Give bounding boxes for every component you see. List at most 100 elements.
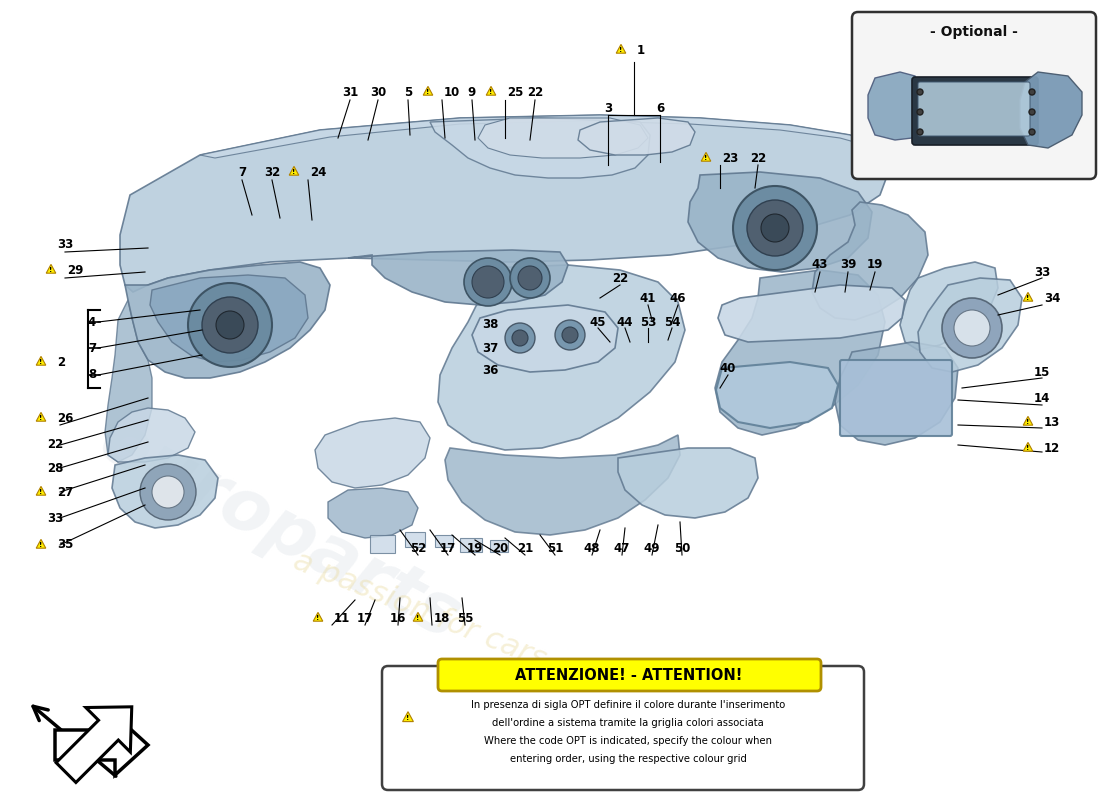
Text: !: ! (427, 90, 430, 95)
Text: 53: 53 (640, 315, 657, 329)
Text: 21: 21 (517, 542, 534, 554)
Polygon shape (835, 342, 958, 445)
Text: 26: 26 (57, 411, 74, 425)
Text: 51: 51 (547, 542, 563, 554)
Text: !: ! (50, 267, 53, 274)
Polygon shape (812, 202, 928, 320)
Text: 18: 18 (434, 611, 450, 625)
Text: !: ! (40, 359, 43, 366)
Polygon shape (1020, 72, 1082, 148)
FancyBboxPatch shape (852, 12, 1096, 179)
Circle shape (510, 258, 550, 298)
Text: 17: 17 (356, 611, 373, 625)
Polygon shape (715, 270, 886, 435)
Text: 24: 24 (310, 166, 327, 178)
Polygon shape (36, 539, 46, 548)
Polygon shape (460, 538, 482, 552)
Text: 6: 6 (656, 102, 664, 114)
Text: 39: 39 (839, 258, 856, 271)
Polygon shape (405, 532, 425, 547)
Text: 31: 31 (342, 86, 359, 98)
Text: 38: 38 (482, 318, 498, 331)
Polygon shape (56, 707, 132, 782)
Circle shape (202, 297, 258, 353)
Polygon shape (868, 72, 918, 140)
Polygon shape (108, 408, 195, 462)
Text: 8: 8 (88, 369, 96, 382)
Text: !: ! (317, 615, 320, 622)
Text: 36: 36 (482, 363, 498, 377)
Text: 47: 47 (614, 542, 630, 554)
Circle shape (942, 298, 1002, 358)
Text: 55: 55 (456, 611, 473, 625)
Text: !: ! (619, 47, 623, 54)
Text: 25: 25 (507, 86, 524, 98)
FancyBboxPatch shape (918, 82, 1030, 136)
Text: !: ! (40, 490, 43, 495)
Circle shape (512, 330, 528, 346)
Polygon shape (104, 300, 152, 462)
Polygon shape (120, 115, 890, 292)
Circle shape (1028, 129, 1035, 135)
FancyBboxPatch shape (438, 659, 821, 691)
Polygon shape (414, 613, 422, 622)
Text: 3: 3 (604, 102, 612, 114)
Polygon shape (328, 488, 418, 538)
Text: In presenza di sigla OPT definire il colore durante l'inserimento: In presenza di sigla OPT definire il col… (471, 700, 785, 710)
Text: 7: 7 (88, 342, 96, 354)
Polygon shape (289, 166, 299, 175)
Text: !: ! (406, 715, 409, 722)
FancyBboxPatch shape (840, 360, 952, 436)
Text: 34: 34 (1044, 291, 1060, 305)
Polygon shape (150, 275, 308, 362)
Circle shape (761, 214, 789, 242)
Text: !: ! (1026, 419, 1030, 426)
Polygon shape (1023, 292, 1033, 301)
Text: 44: 44 (902, 51, 918, 65)
Text: 28: 28 (47, 462, 63, 474)
Text: 22: 22 (750, 151, 766, 165)
Text: !: ! (40, 415, 43, 422)
Polygon shape (112, 455, 218, 528)
Circle shape (216, 311, 244, 339)
Text: 54: 54 (663, 315, 680, 329)
Text: !: ! (1026, 295, 1030, 302)
Text: 2: 2 (57, 355, 65, 369)
Circle shape (152, 476, 184, 508)
Text: 43: 43 (1040, 51, 1056, 65)
Circle shape (733, 186, 817, 270)
Text: 42: 42 (961, 51, 978, 65)
Polygon shape (438, 265, 685, 450)
Text: !: ! (293, 170, 296, 175)
Text: 52: 52 (410, 542, 426, 554)
Text: 33: 33 (1034, 266, 1050, 278)
Text: 22: 22 (47, 438, 63, 451)
Polygon shape (616, 44, 626, 53)
Text: 35: 35 (57, 538, 74, 551)
Polygon shape (486, 86, 496, 95)
Text: 45: 45 (590, 315, 606, 329)
Text: 19: 19 (867, 258, 883, 271)
Text: 37: 37 (482, 342, 498, 354)
Text: 22: 22 (527, 86, 543, 98)
Text: 48: 48 (584, 542, 601, 554)
Text: 20: 20 (492, 542, 508, 554)
Text: 46: 46 (670, 291, 686, 305)
Polygon shape (716, 362, 838, 428)
Text: 12: 12 (1044, 442, 1060, 454)
Polygon shape (430, 118, 650, 178)
Text: 15: 15 (1034, 366, 1050, 378)
Polygon shape (434, 535, 453, 547)
Polygon shape (36, 413, 46, 421)
Circle shape (1028, 109, 1035, 115)
Text: Where the code OPT is indicated, specify the colour when: Where the code OPT is indicated, specify… (484, 736, 772, 746)
Text: entering order, using the respective colour grid: entering order, using the respective col… (509, 754, 747, 764)
Circle shape (464, 258, 512, 306)
Text: !: ! (40, 542, 43, 549)
Polygon shape (472, 305, 618, 372)
Polygon shape (1023, 416, 1033, 426)
Polygon shape (478, 118, 648, 158)
Text: - Optional -: - Optional - (931, 25, 1018, 39)
Text: dell'ordine a sistema tramite la griglia colori associata: dell'ordine a sistema tramite la griglia… (492, 718, 763, 728)
Text: 27: 27 (57, 486, 74, 498)
